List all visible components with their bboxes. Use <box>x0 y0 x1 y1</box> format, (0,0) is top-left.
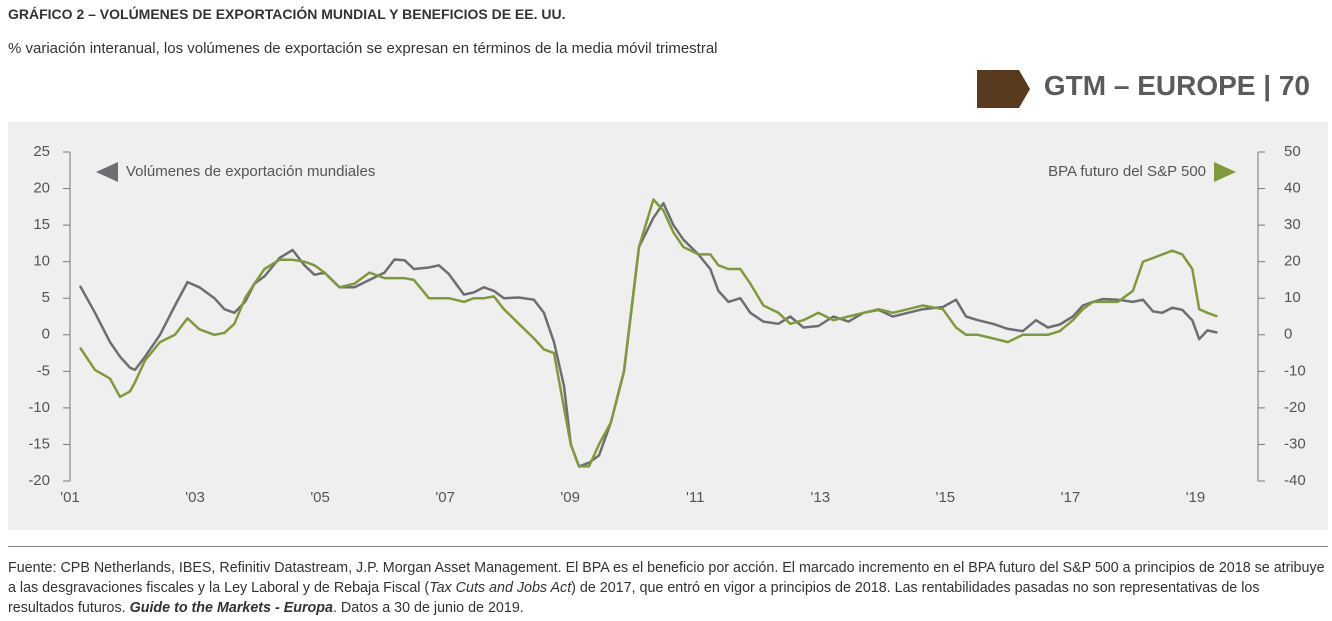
x-tick-label: '13 <box>811 489 831 506</box>
x-tick-label: '01 <box>60 489 80 506</box>
y2-tick-label: 50 <box>1284 143 1301 160</box>
footnote-italic: Tax Cuts and Jobs Act <box>429 580 572 596</box>
badge: GTM – EUROPE | 70 <box>1043 70 1310 101</box>
x-tick-label: '03 <box>185 489 205 506</box>
x-tick-label: '07 <box>435 489 455 506</box>
legend-arrow <box>96 162 118 182</box>
x-tick-label: '15 <box>936 489 956 506</box>
y-tick-label: -15 <box>28 435 50 452</box>
y-tick-label: 25 <box>33 143 50 160</box>
legend-label: Volúmenes de exportación mundiales <box>126 163 375 180</box>
y-tick-label: -10 <box>28 399 50 416</box>
y-tick-label: 15 <box>33 216 50 233</box>
y2-tick-label: 30 <box>1284 216 1301 233</box>
x-tick-label: '17 <box>1061 489 1081 506</box>
footnote-bold: Guide to the Markets - Europa <box>129 600 333 616</box>
y-tick-label: 0 <box>42 326 50 343</box>
footnote-text: ) de 2017, que entró en vigor a principi… <box>8 580 1260 616</box>
y2-tick-label: -40 <box>1284 472 1306 489</box>
y2-tick-label: -10 <box>1284 362 1306 379</box>
chart-title: GRÁFICO 2 – VOLÚMENES DE EXPORTACIÓN MUN… <box>8 6 566 22</box>
x-tick-label: '09 <box>560 489 580 506</box>
footnote-text: Fuente: CPB Netherlands, IBES, Refinitiv… <box>8 560 1325 596</box>
plot-background <box>8 122 1328 530</box>
legend-arrow <box>1214 162 1236 182</box>
y2-tick-label: 10 <box>1284 289 1301 306</box>
chart: -20 -15 -10 -5 0 5 10 15 20 25 -40 -30 -20 -10 0 10 20 30… <box>8 122 1328 530</box>
x-tick-label: '19 <box>1186 489 1206 506</box>
x-tick-label: '11 <box>686 489 704 506</box>
y2-tick-label: 20 <box>1284 253 1301 270</box>
legend-label: BPA futuro del S&P 500 <box>1048 163 1206 180</box>
y-tick-label: 5 <box>42 289 50 306</box>
x-tick-label: '05 <box>310 489 330 506</box>
y2-tick-label: 0 <box>1284 326 1292 343</box>
separator <box>8 546 1328 547</box>
y2-tick-label: -20 <box>1284 399 1306 416</box>
y-tick-label: 20 <box>33 180 50 197</box>
footnote-text: . Datos a 30 de junio de 2019. <box>332 600 524 616</box>
y-tick-label: -20 <box>28 472 50 489</box>
y2-tick-label: 40 <box>1284 180 1301 197</box>
footnote: Fuente: CPB Netherlands, IBES, Refinitiv… <box>8 558 1328 618</box>
y-tick-label: 10 <box>33 253 50 270</box>
badge-arrow <box>977 70 1030 108</box>
series-line <box>78 198 1218 468</box>
chart-subtitle: % variación interanual, los volúmenes de… <box>8 40 718 57</box>
y2-tick-label: -30 <box>1284 435 1306 452</box>
y-tick-label: -5 <box>37 362 50 379</box>
